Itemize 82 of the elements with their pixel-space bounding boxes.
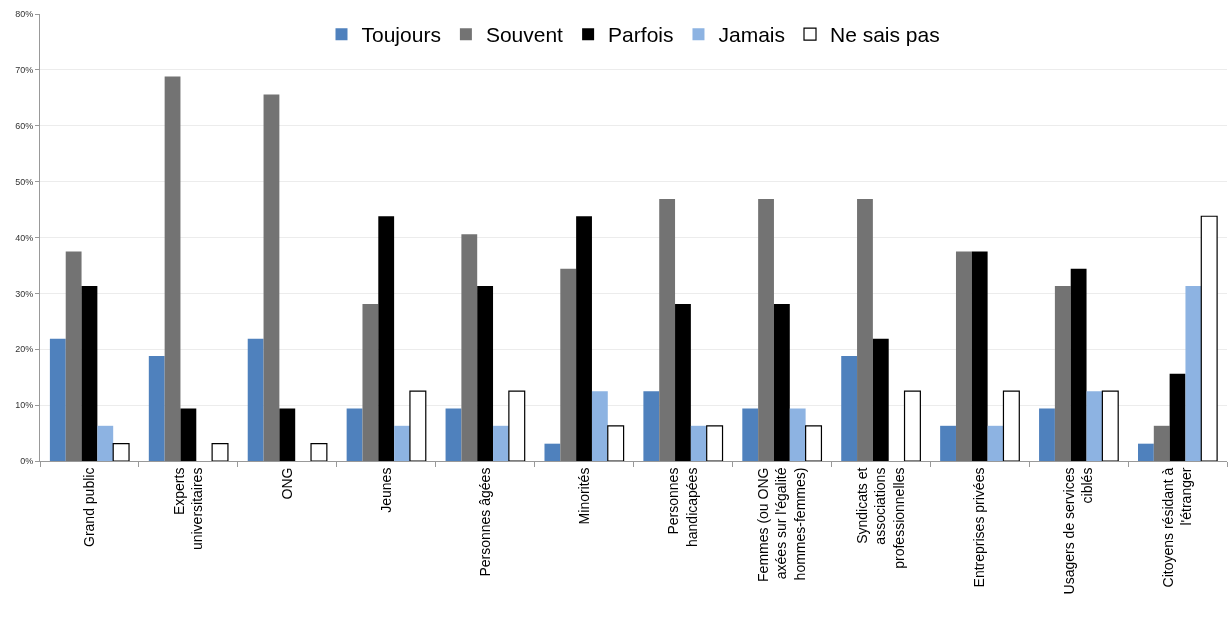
bar (1137, 443, 1154, 461)
x-tick-label: Entreprises privées (971, 467, 988, 588)
bar (148, 355, 165, 461)
bar (1086, 391, 1103, 461)
y-tick-label: 0% (20, 456, 34, 467)
bar (97, 425, 114, 461)
bar (742, 408, 759, 461)
bar (690, 425, 707, 461)
x-tick-label: Usagers de services ciblés (1061, 467, 1096, 595)
bar (112, 443, 130, 461)
bar (378, 216, 395, 461)
bar (1002, 390, 1020, 461)
bar (971, 251, 988, 461)
legend-label: Jamais (718, 23, 785, 47)
bar (346, 408, 363, 461)
y-tick-label: 70% (15, 65, 34, 76)
bar (65, 251, 82, 461)
x-tick-label: ONG (278, 467, 295, 500)
bar (164, 76, 181, 461)
bar (1200, 215, 1218, 461)
bar (940, 425, 956, 461)
x-tick-label: Femmes (ou ONG axées sur l'égalité hommes-femmes) (755, 467, 808, 582)
y-tick-label: 10% (15, 400, 34, 411)
bar (1070, 268, 1087, 461)
bar (659, 198, 676, 461)
bar (607, 425, 625, 461)
y-tick-label: 60% (15, 120, 34, 131)
bar (841, 355, 858, 461)
bar (81, 286, 98, 461)
x-tick-label: Personnes âgées (476, 467, 493, 577)
bar (758, 198, 774, 461)
bar (247, 338, 264, 461)
bar (706, 425, 724, 461)
bar (310, 443, 328, 461)
x-tick-label: Minorités (575, 467, 592, 525)
legend-label: Parfois (608, 23, 674, 47)
x-tick-label: Personnes handicapées (665, 467, 700, 548)
bar (409, 390, 427, 461)
bar (560, 268, 577, 461)
bar (1039, 408, 1055, 461)
bar (591, 391, 608, 461)
bar (955, 251, 972, 461)
y-tick-label: 40% (15, 232, 34, 243)
legend-label: Souvent (485, 23, 564, 47)
bar (675, 303, 691, 461)
bar (805, 425, 823, 461)
bar (643, 391, 660, 461)
bar (362, 303, 379, 461)
bar (1185, 286, 1202, 461)
x-tick-label: Citoyens résidant à l'étranger (1159, 467, 1195, 588)
bar (1101, 390, 1119, 461)
bar (493, 425, 509, 461)
bar (461, 234, 478, 461)
bar (544, 443, 561, 461)
bar (394, 425, 410, 461)
y-tick-label: 30% (15, 288, 34, 299)
bar (1054, 286, 1071, 461)
bar (789, 408, 806, 461)
x-tick-label: Jeunes (377, 467, 394, 513)
bar (279, 408, 296, 461)
bar (903, 390, 921, 461)
y-tick-label: 20% (15, 344, 34, 355)
bar (211, 443, 229, 461)
bar (477, 286, 494, 461)
bar (180, 408, 197, 461)
bar (773, 303, 790, 461)
bar (49, 338, 66, 461)
legend-label: Ne sais pas (830, 23, 940, 47)
legend-label: Toujours (361, 23, 441, 47)
bar (1153, 425, 1170, 461)
bar (445, 408, 462, 461)
bar (857, 198, 873, 461)
y-tick-label: 50% (15, 176, 34, 187)
y-tick-label: 80% (15, 9, 34, 20)
bar (987, 425, 1004, 461)
x-tick-label: Experts universitaires (170, 467, 206, 551)
x-tick-label: Grand public (81, 467, 98, 547)
bar (1169, 373, 1186, 461)
bar (263, 94, 280, 461)
bar (872, 338, 889, 461)
bar (576, 216, 592, 461)
bar (508, 390, 526, 461)
